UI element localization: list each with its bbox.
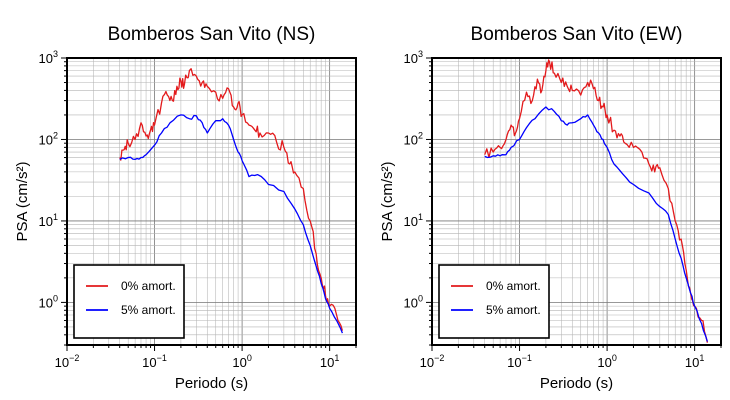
- legend-label: 0% amort.: [486, 279, 541, 293]
- y-axis-label: PSA (cm/s²): [14, 161, 31, 241]
- x-tick-base: 10: [420, 355, 434, 370]
- y-tick-exp: 3: [418, 49, 423, 59]
- legend-label: 5% amort.: [486, 303, 541, 317]
- y-tick-label: 101: [404, 212, 423, 229]
- y-tick-exp: 1: [418, 212, 423, 222]
- y-tick-base: 10: [39, 295, 53, 310]
- x-tick-exp: 1: [699, 353, 704, 363]
- x-tick-label: 100: [232, 353, 251, 370]
- y-tick-label: 100: [39, 293, 58, 310]
- x-tick-exp: −1: [157, 353, 167, 363]
- y-tick-label: 100: [404, 293, 423, 310]
- y-tick-base: 10: [39, 132, 53, 147]
- y-tick-base: 10: [404, 295, 418, 310]
- x-tick-exp: 1: [334, 353, 339, 363]
- y-tick-exp: 2: [418, 130, 423, 140]
- legend-box: [73, 264, 185, 339]
- x-tick-exp: −2: [69, 353, 79, 363]
- chart-title: Bomberos San Vito (NS): [108, 24, 316, 45]
- x-tick-label: 101: [685, 353, 704, 370]
- y-tick-base: 10: [404, 214, 418, 229]
- series-line-amort-0: [119, 68, 344, 331]
- series-line-amort-5: [484, 106, 709, 342]
- legend-label: 5% amort.: [121, 303, 176, 317]
- y-axis-label: PSA (cm/s²): [379, 161, 396, 241]
- y-tick-label: 101: [39, 212, 58, 229]
- y-tick-exp: 1: [53, 212, 58, 222]
- y-tick-base: 10: [404, 51, 418, 66]
- x-tick-base: 10: [685, 355, 699, 370]
- plot-frame: [66, 57, 357, 346]
- y-tick-base: 10: [39, 51, 53, 66]
- y-tick-label: 103: [404, 49, 423, 66]
- x-tick-label: 10−2: [55, 353, 80, 370]
- x-tick-label: 10−1: [142, 353, 167, 370]
- x-tick-label: 101: [320, 353, 339, 370]
- y-tick-label: 102: [404, 130, 423, 147]
- y-tick-label: 102: [39, 130, 58, 147]
- y-tick-exp: 0: [53, 293, 58, 303]
- y-tick-base: 10: [39, 214, 53, 229]
- x-tick-label: 100: [597, 353, 616, 370]
- x-tick-exp: −1: [522, 353, 532, 363]
- x-tick-base: 10: [320, 355, 334, 370]
- series-line-amort-5: [119, 114, 344, 334]
- x-tick-label: 10−2: [420, 353, 445, 370]
- x-tick-exp: 0: [612, 353, 617, 363]
- ticks: [426, 57, 722, 351]
- chart-title: Bomberos San Vito (EW): [471, 24, 683, 45]
- y-tick-label: 103: [39, 49, 58, 66]
- grid: [66, 57, 357, 346]
- plot-frame: [431, 57, 722, 346]
- x-tick-base: 10: [232, 355, 246, 370]
- x-axis-label: Periodo (s): [540, 375, 613, 392]
- x-tick-label: 10−1: [507, 353, 532, 370]
- legend: 0% amort. 5% amort.: [438, 264, 550, 339]
- legend-label: 0% amort.: [121, 279, 176, 293]
- x-tick-exp: −2: [434, 353, 444, 363]
- x-axis-label: Periodo (s): [175, 375, 248, 392]
- legend-box: [438, 264, 550, 339]
- y-tick-base: 10: [404, 132, 418, 147]
- x-tick-base: 10: [507, 355, 521, 370]
- x-tick-base: 10: [55, 355, 69, 370]
- series-line-amort-0: [484, 59, 709, 343]
- x-tick-exp: 0: [247, 353, 252, 363]
- y-tick-exp: 0: [418, 293, 423, 303]
- ticks: [61, 57, 357, 351]
- legend: 0% amort. 5% amort.: [73, 264, 185, 339]
- x-tick-base: 10: [597, 355, 611, 370]
- y-tick-exp: 2: [53, 130, 58, 140]
- x-tick-base: 10: [142, 355, 156, 370]
- y-tick-exp: 3: [53, 49, 58, 59]
